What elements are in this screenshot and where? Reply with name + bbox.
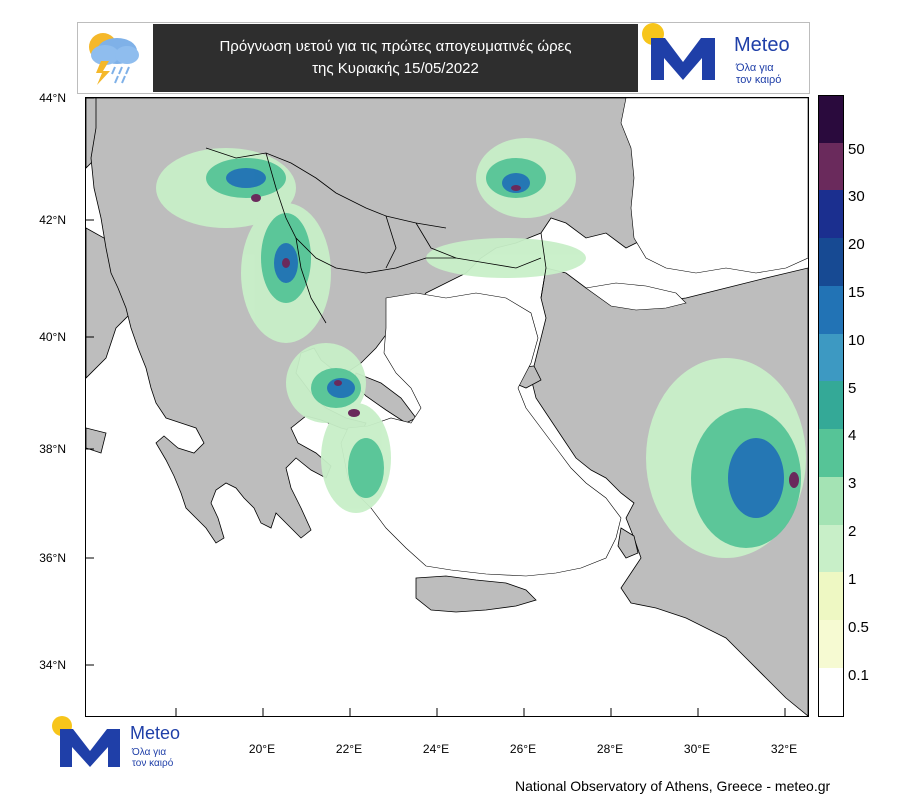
logo-tagline-top: Όλα για τον καιρό bbox=[736, 62, 781, 86]
colorbar-segment bbox=[819, 334, 843, 381]
colorbar-label-0-1: 0.1 bbox=[848, 667, 869, 684]
lon-label-24: 24°E bbox=[422, 742, 450, 756]
lat-label-40: 40°N bbox=[39, 330, 66, 344]
colorbar-segment bbox=[819, 477, 843, 525]
colorbar-segment bbox=[819, 429, 843, 477]
grid-ticks bbox=[86, 98, 786, 716]
meteo-logo-top[interactable]: Meteo Όλα για τον καιρό bbox=[641, 22, 801, 88]
meteo-logo-mark-icon bbox=[52, 716, 120, 767]
lon-label-28: 28°E bbox=[596, 742, 624, 756]
title-line-2: της Κυριακής 15/05/2022 bbox=[312, 60, 479, 77]
land-rhodes bbox=[617, 527, 639, 559]
lon-label-22: 22°E bbox=[335, 742, 363, 756]
colorbar-segment bbox=[819, 143, 843, 190]
precipitation-map bbox=[85, 97, 809, 717]
lat-label-44: 44°N bbox=[39, 91, 66, 105]
colorbar-label-50: 50 bbox=[848, 141, 865, 158]
colorbar-label-30: 30 bbox=[848, 188, 865, 205]
colorbar-segment bbox=[819, 190, 843, 238]
colorbar-segment bbox=[819, 381, 843, 429]
logo-tagline-line2: τον καιρό bbox=[132, 758, 174, 769]
logo-brand-bottom: Meteo bbox=[130, 723, 181, 743]
sea-black-sea bbox=[620, 98, 808, 274]
colorbar-segment bbox=[819, 96, 843, 143]
colorbar-segment bbox=[819, 668, 843, 716]
map-title: Πρόγνωση υετού για τις πρώτες απογευματι… bbox=[153, 24, 638, 92]
colorbar-label-5: 5 bbox=[848, 380, 857, 397]
colorbar-label-0-5: 0.5 bbox=[848, 619, 869, 636]
colorbar-label-2: 2 bbox=[848, 523, 857, 540]
precipitation-colorbar bbox=[818, 95, 844, 717]
colorbar-segment bbox=[819, 620, 843, 668]
country-borders bbox=[205, 147, 547, 324]
land-crete bbox=[415, 575, 537, 613]
lat-label-36: 36°N bbox=[39, 551, 66, 565]
logo-brand-top: Meteo bbox=[734, 34, 790, 56]
colorbar-label-10: 10 bbox=[848, 332, 865, 349]
lat-label-42: 42°N bbox=[39, 213, 66, 227]
land-sicily-tip bbox=[86, 427, 107, 454]
meteo-logo-bottom[interactable]: Meteo Όλα για τον καιρό bbox=[52, 715, 202, 773]
title-line-1: Πρόγνωση υετού για τις πρώτες απογευματι… bbox=[219, 38, 572, 55]
sea-aegean bbox=[340, 292, 622, 577]
colorbar-segment bbox=[819, 572, 843, 620]
lon-label-30: 30°E bbox=[683, 742, 711, 756]
logo-tagline-line1: Όλα για bbox=[132, 747, 167, 758]
logo-tagline-line2: τον καιρό bbox=[736, 74, 782, 86]
logo-tagline-bottom: Όλα για τον καιρό bbox=[132, 747, 173, 769]
precip-heavy bbox=[226, 168, 784, 518]
lon-label-32: 32°E bbox=[770, 742, 798, 756]
colorbar-segment bbox=[819, 525, 843, 572]
sea-marmara bbox=[585, 282, 687, 311]
sea-areas bbox=[340, 98, 808, 577]
colorbar-label-20: 20 bbox=[848, 236, 865, 253]
colorbar-segment bbox=[819, 286, 843, 334]
colorbar-label-3: 3 bbox=[848, 475, 857, 492]
footer-credit: National Observatory of Athens, Greece -… bbox=[515, 778, 831, 794]
logo-tagline-line1: Όλα για bbox=[736, 62, 774, 74]
rain-thunder-cloud-icon bbox=[89, 33, 139, 85]
lon-label-26: 26°E bbox=[509, 742, 537, 756]
precip-extreme bbox=[251, 185, 799, 488]
lon-label-20: 20°E bbox=[248, 742, 276, 756]
precipitation-field bbox=[156, 138, 806, 558]
colorbar-label-4: 4 bbox=[848, 427, 857, 444]
lat-label-34: 34°N bbox=[39, 658, 66, 672]
colorbar-label-15: 15 bbox=[848, 284, 865, 301]
colorbar-label-1: 1 bbox=[848, 571, 857, 588]
colorbar-segment bbox=[819, 238, 843, 286]
lat-label-38: 38°N bbox=[39, 442, 66, 456]
meteo-logo-mark-icon bbox=[642, 23, 715, 80]
